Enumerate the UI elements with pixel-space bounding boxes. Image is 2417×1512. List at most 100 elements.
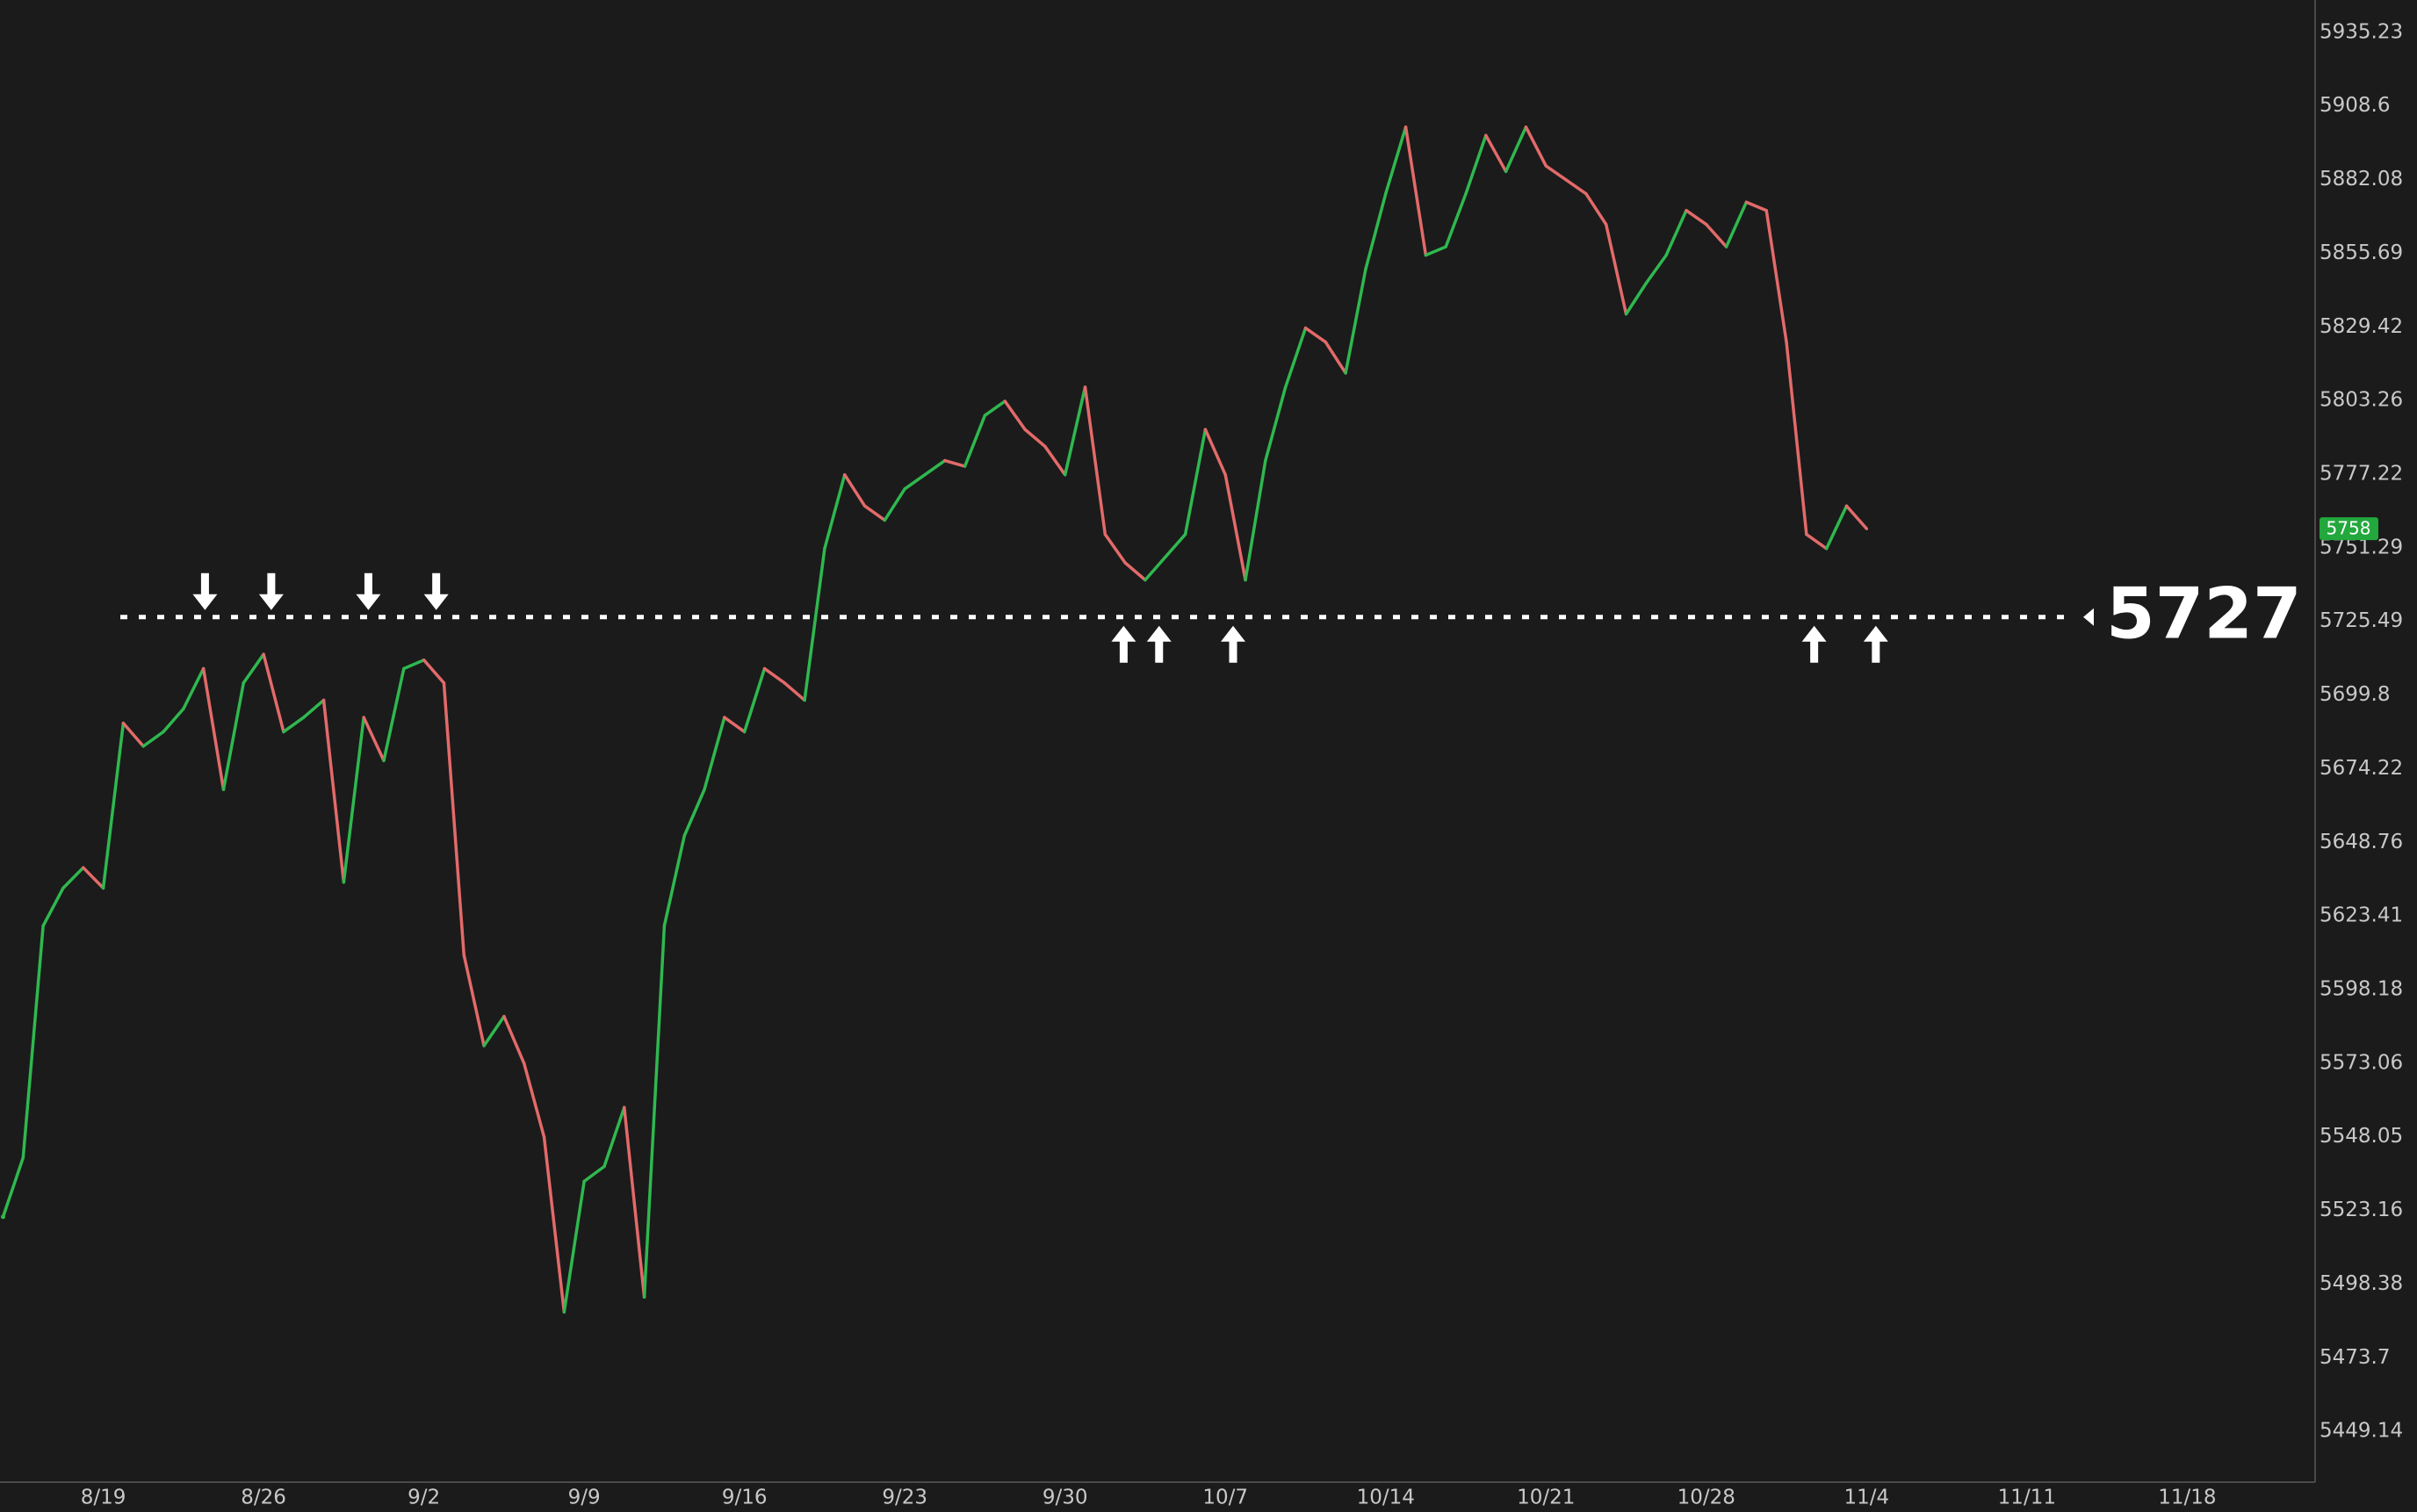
price-segment (1144, 555, 1167, 582)
price-segment (242, 652, 265, 685)
price-segment (522, 1062, 546, 1139)
y-tick-label: 5882.08 (2320, 168, 2403, 191)
price-segment (1244, 458, 1267, 582)
y-tick-label: 5699.8 (2320, 683, 2390, 706)
price-segment (542, 1135, 566, 1314)
y-tick-label: 5523.16 (2320, 1199, 2403, 1221)
price-segment (1524, 125, 1548, 168)
price-segment (1043, 444, 1067, 477)
price-segment (783, 681, 806, 702)
y-tick-label: 5935.23 (2320, 20, 2403, 43)
price-segment (502, 1014, 526, 1065)
price-segment (1604, 222, 1628, 316)
price-segment (1724, 200, 1749, 248)
price-segment (823, 472, 847, 551)
price-segment (742, 666, 767, 734)
price-segment (182, 666, 206, 710)
price-segment (1544, 164, 1568, 182)
x-tick-label: 11/18 (2158, 1487, 2216, 1509)
price-segment (1183, 428, 1208, 536)
y-tick-label: 5598.18 (2320, 977, 2403, 1000)
y-tick-label: 5829.42 (2320, 315, 2403, 338)
y-tick-label: 5803.26 (2320, 389, 2403, 412)
price-segment (1023, 428, 1047, 449)
price-segment (642, 924, 667, 1299)
y-tick-label: 5473.7 (2320, 1346, 2390, 1369)
price-segment (282, 716, 306, 734)
x-tick-label: 10/7 (1202, 1487, 1248, 1509)
price-segment (943, 458, 967, 468)
price-segment (983, 400, 1007, 417)
x-tick-label: 10/14 (1357, 1487, 1415, 1509)
price-segment (1504, 125, 1528, 174)
price-segment (82, 866, 105, 890)
price-segment (1664, 208, 1688, 257)
price-segment (1424, 245, 1447, 257)
price-segment (1403, 125, 1428, 257)
price-segment (1283, 326, 1308, 389)
price-segment (1444, 191, 1468, 248)
price-segment (1203, 428, 1227, 477)
x-tick-label: 10/21 (1517, 1487, 1575, 1509)
down-arrow (258, 572, 284, 610)
price-segment (1003, 400, 1027, 431)
price-segment (682, 788, 706, 838)
price-segment (301, 698, 326, 719)
price-segment (1805, 532, 1829, 551)
price-segment (862, 504, 887, 522)
up-arrow (1146, 625, 1172, 663)
x-tick-label: 11/4 (1843, 1487, 1889, 1509)
price-segment (201, 666, 226, 791)
price-segment (1, 1156, 25, 1219)
up-arrow (1863, 625, 1888, 663)
x-tick-label: 10/28 (1677, 1487, 1735, 1509)
price-segment (623, 1105, 646, 1299)
x-tick-label: 9/23 (882, 1487, 927, 1509)
price-segment (1344, 267, 1367, 375)
y-tick-label: 5855.69 (2320, 241, 2403, 264)
price-segment (582, 1164, 606, 1184)
price-segment (1164, 532, 1187, 559)
price-segment (1764, 208, 1788, 344)
price-segment (1685, 208, 1708, 227)
price-segment (1624, 281, 1649, 316)
price-segment (723, 716, 747, 734)
price-segment (963, 414, 987, 468)
price-segment (101, 721, 126, 890)
price-segment (923, 458, 947, 477)
x-tick-label: 8/26 (241, 1487, 286, 1509)
price-segment (1264, 385, 1288, 463)
price-segment (321, 698, 346, 884)
price-segment (21, 924, 45, 1160)
price-segment (762, 666, 787, 685)
price-segment (382, 666, 406, 763)
price-segment (422, 658, 446, 685)
price-segment (1123, 561, 1147, 582)
last-price-label: 5758 (2327, 518, 2371, 539)
price-segment (602, 1105, 626, 1169)
y-tick-label: 5449.14 (2320, 1420, 2403, 1443)
price-segment (1383, 125, 1408, 196)
y-tick-label: 5777.22 (2320, 462, 2403, 485)
price-segment (1484, 133, 1508, 174)
x-tick-label: 9/30 (1043, 1487, 1088, 1509)
x-tick-label: 9/9 (568, 1487, 601, 1509)
price-segment (1223, 472, 1247, 582)
last-price-badge (2320, 517, 2378, 541)
y-tick-label: 5725.49 (2320, 609, 2403, 632)
price-segment (1083, 385, 1107, 536)
price-segment (1584, 191, 1608, 227)
price-segment (703, 716, 726, 791)
price-segment (162, 707, 185, 734)
down-arrow (192, 572, 218, 610)
level-label: 5727 (2106, 573, 2302, 655)
y-tick-label: 5648.76 (2320, 831, 2403, 853)
price-segment (262, 652, 285, 734)
price-segment (1744, 200, 1768, 212)
price-segment (121, 721, 145, 748)
price-segment (903, 472, 927, 491)
up-arrow (1221, 625, 1245, 663)
price-segment (1103, 532, 1127, 565)
price-segment (883, 487, 906, 522)
